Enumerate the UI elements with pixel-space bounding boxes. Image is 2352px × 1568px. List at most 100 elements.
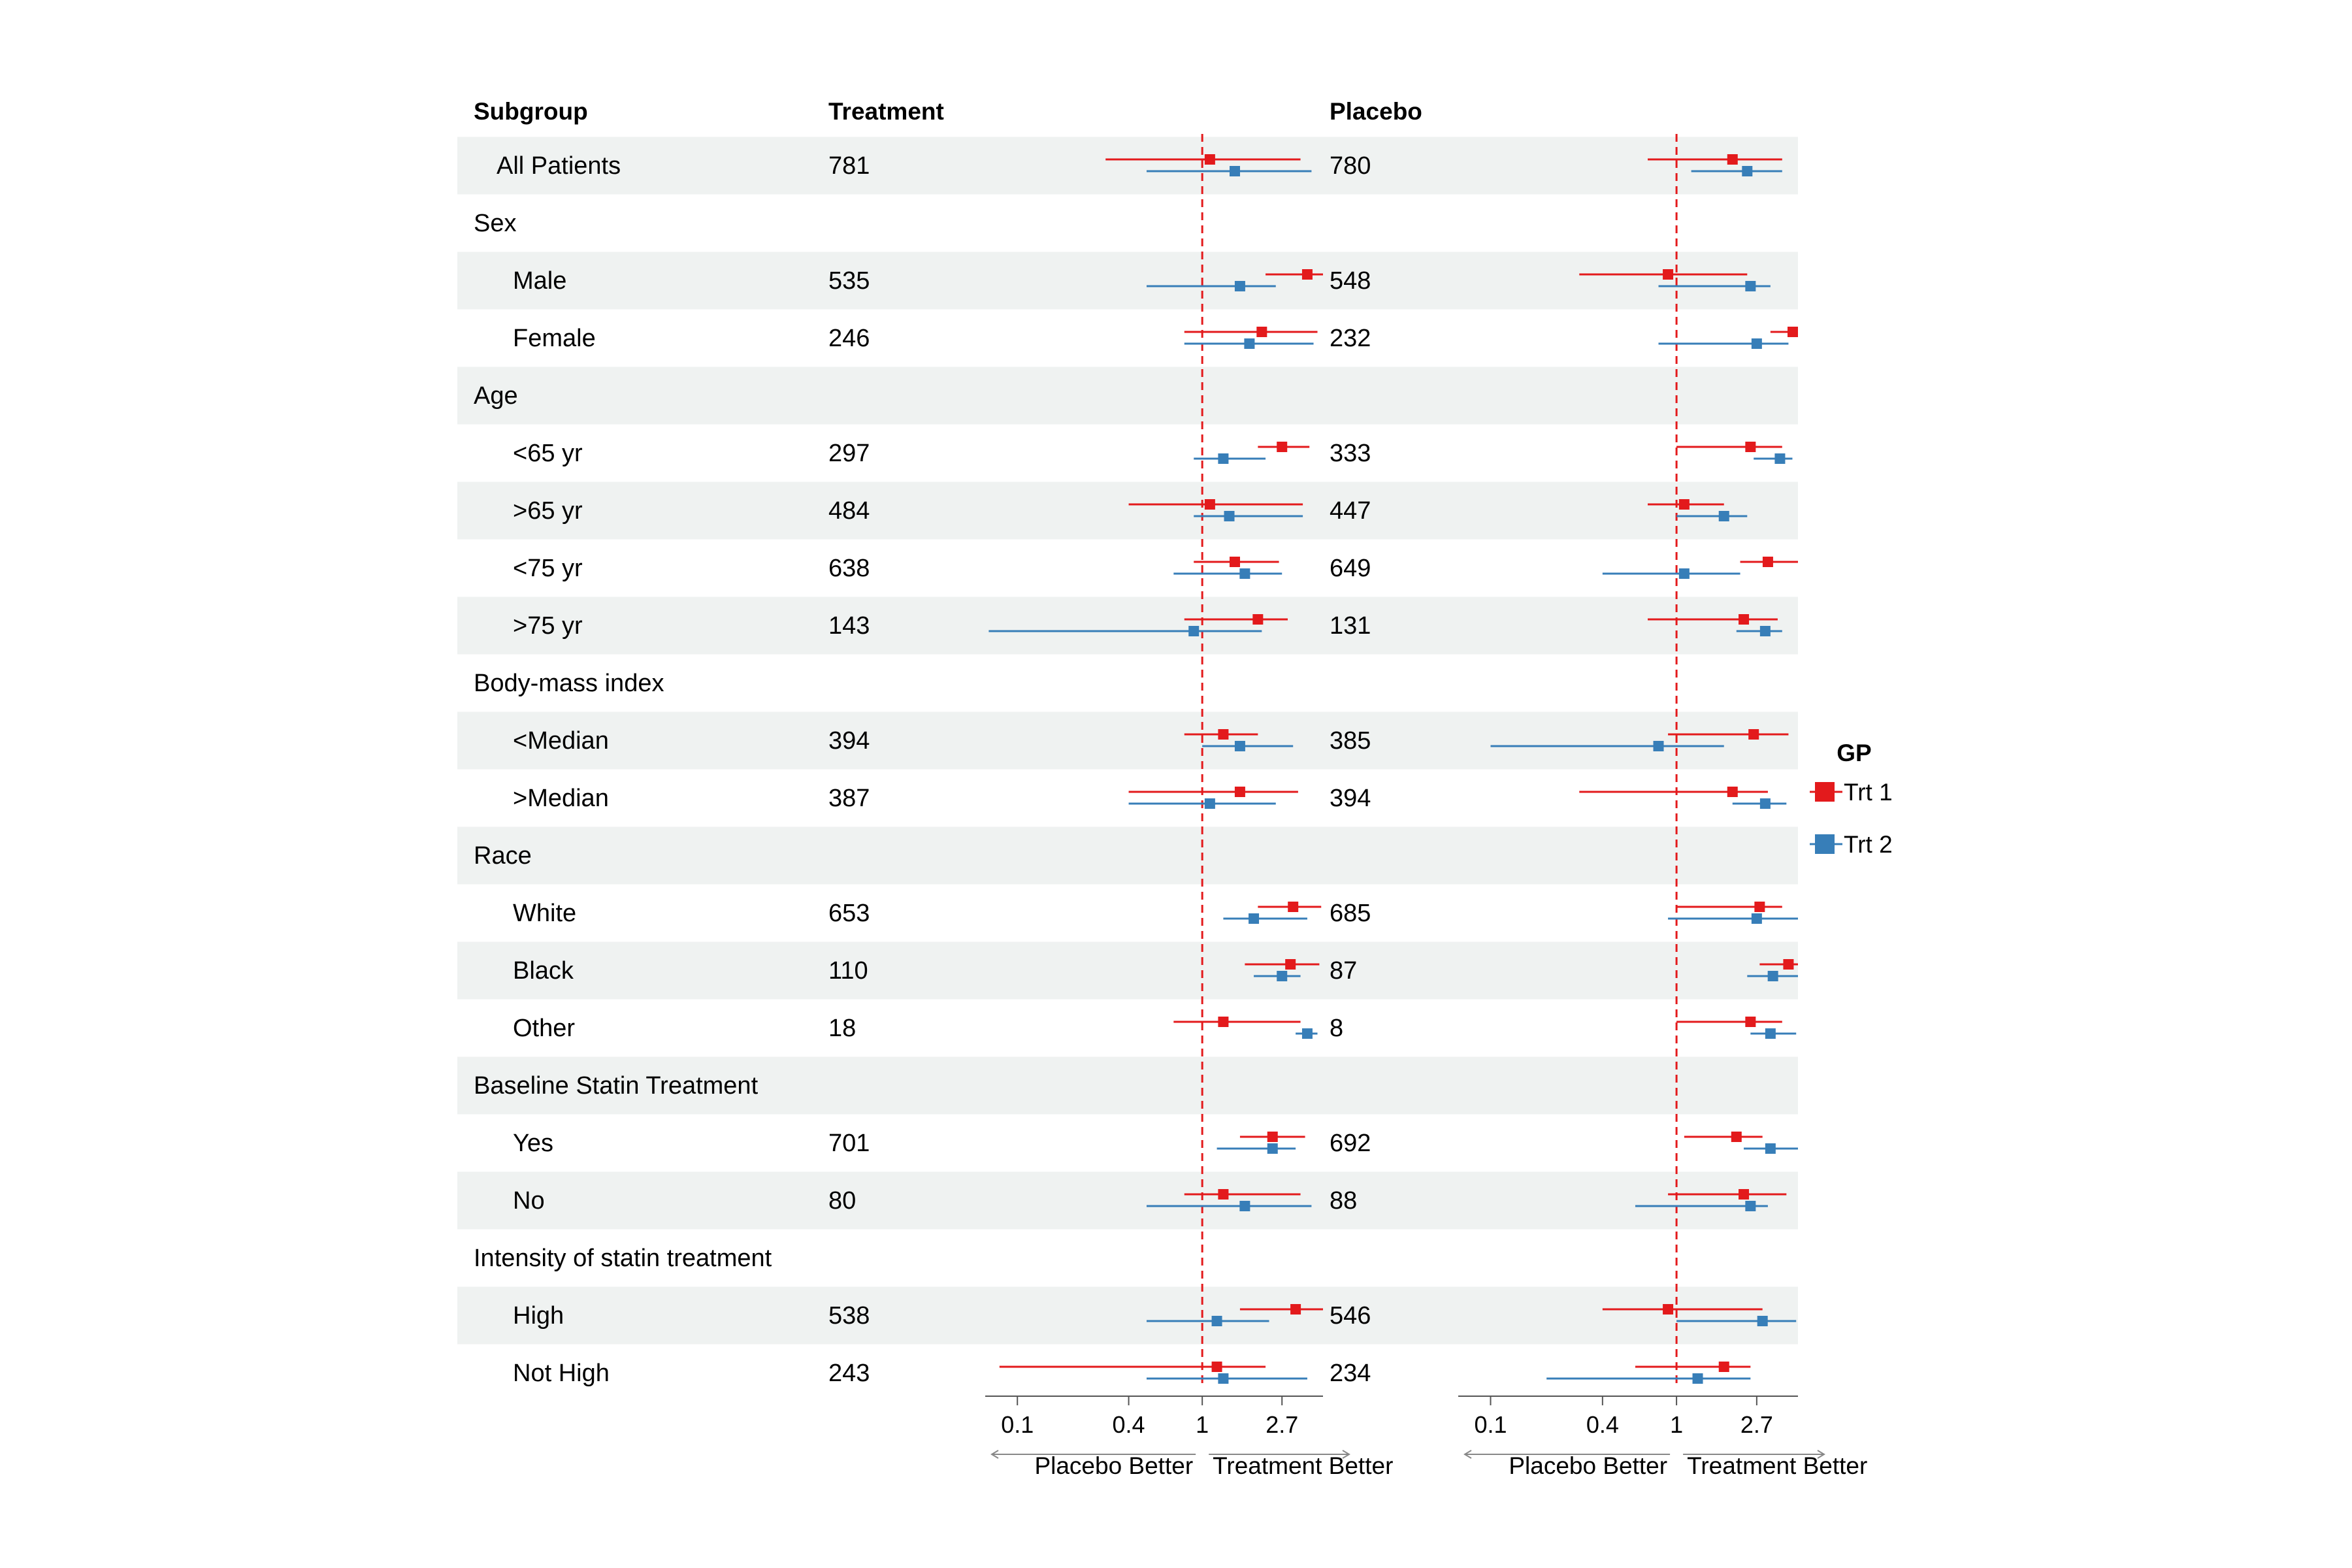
treatment-point-trt1-median: [1234, 787, 1245, 797]
treatment-point-trt2-yes: [1267, 1143, 1278, 1154]
placebo-point-trt1-75-yr: [1762, 557, 1773, 567]
treatment-point-trt2-high: [1211, 1316, 1222, 1326]
treatment-n-not-high: 243: [828, 1360, 870, 1387]
placebo-n-no: 88: [1330, 1187, 1357, 1215]
treatment-left-arrowhead: [990, 1450, 999, 1459]
group-label-baseline-statin-treatment: Baseline Statin Treatment: [474, 1072, 759, 1100]
legend-item-trt2: Trt 2: [1810, 831, 1893, 858]
row-bands: [457, 137, 1798, 1345]
placebo-point-trt1-yes: [1731, 1132, 1742, 1142]
treatment-n-75-yr: 143: [828, 612, 870, 640]
subgroup-label-high: High: [513, 1302, 564, 1330]
placebo-point-trt1-75-yr: [1739, 614, 1750, 625]
subgroup-header: Subgroup: [474, 98, 588, 125]
placebo-point-trt2-75-yr: [1678, 568, 1690, 579]
treatment-n-median: 387: [828, 785, 870, 812]
subgroup-labels: All Patients Sex Male Female Age <65 yr >65 yr…: [474, 152, 772, 1387]
subgroup-label-female: Female: [513, 325, 596, 352]
treatment-point-trt1-other: [1218, 1017, 1229, 1027]
treatment-n-75-yr: 638: [828, 555, 870, 582]
subgroup-label-median: <Median: [513, 727, 609, 755]
row-band-baseline-statin-treatment: [457, 1056, 1798, 1115]
treatment-point-trt2-other: [1301, 1028, 1313, 1039]
placebo-point-trt2-other: [1765, 1028, 1776, 1039]
treatment-point-trt1-75-yr: [1252, 614, 1264, 625]
treatment-point-trt2-black: [1277, 971, 1288, 981]
legend-swatch-trt2: [1815, 834, 1835, 854]
row-band-no: [457, 1171, 1798, 1230]
group-label-body-mass-index: Body-mass index: [474, 670, 664, 697]
treatment-treatment-better-label: Treatment Better: [1213, 1452, 1393, 1479]
treatment-point-trt2-white: [1249, 913, 1260, 924]
treatment-tick-label-3: 2.7: [1266, 1411, 1298, 1438]
subgroup-label-not-high: Not High: [513, 1360, 610, 1387]
row-band-65-yr: [457, 482, 1798, 540]
placebo-n-female: 232: [1330, 325, 1371, 352]
row-band-male: [457, 252, 1798, 310]
group-label-intensity-of-statin-treatment: Intensity of statin treatment: [474, 1245, 772, 1272]
placebo-point-trt1-not-high: [1718, 1362, 1729, 1372]
treatment-point-trt2-all-patients: [1229, 166, 1240, 176]
placebo-header: Placebo: [1330, 98, 1422, 125]
treatment-point-trt2-not-high: [1218, 1373, 1229, 1384]
treatment-n-median: 394: [828, 727, 870, 755]
treatment-point-trt1-yes: [1267, 1132, 1278, 1142]
row-band-high: [457, 1286, 1798, 1345]
placebo-n-75-yr: 131: [1330, 612, 1371, 640]
row-band-race: [457, 826, 1798, 885]
treatment-point-trt2-male: [1234, 281, 1245, 291]
treatment-right-arrowhead: [1342, 1450, 1350, 1459]
treatment-tick-label-0: 0.1: [1001, 1411, 1034, 1438]
row-band-all-patients: [457, 137, 1798, 195]
subgroup-label-yes: Yes: [513, 1130, 553, 1157]
group-label-sex: Sex: [474, 210, 516, 237]
treatment-n-other: 18: [828, 1015, 856, 1042]
treatment-point-trt2-female: [1244, 338, 1255, 349]
legend-label-trt1: Trt 1: [1844, 779, 1893, 806]
placebo-point-trt2-65-yr: [1774, 453, 1786, 464]
placebo-n-other: 8: [1330, 1015, 1343, 1042]
subgroup-label-75-yr: >75 yr: [513, 612, 583, 640]
placebo-point-trt1-male: [1663, 269, 1674, 280]
placebo-point-trt2-all-patients: [1742, 166, 1753, 176]
placebo-n-75-yr: 649: [1330, 555, 1371, 582]
subgroup-label-male: Male: [513, 267, 566, 295]
estimate-marks: [988, 154, 1798, 1384]
treatment-point-trt1-high: [1290, 1304, 1301, 1315]
placebo-point-trt2-white: [1751, 913, 1762, 924]
placebo-point-trt2-median: [1759, 798, 1771, 809]
treatment-point-trt1-median: [1218, 729, 1229, 740]
treatment-point-trt1-65-yr: [1204, 499, 1215, 510]
treatment-point-trt2-median: [1234, 741, 1245, 751]
placebo-point-trt2-black: [1767, 971, 1778, 981]
placebo-point-trt1-other: [1745, 1017, 1756, 1027]
treatment-point-trt2-75-yr: [1239, 568, 1250, 579]
treatment-point-trt2-no: [1239, 1201, 1250, 1211]
row-band-age: [457, 367, 1798, 425]
legend-item-trt1: Trt 1: [1810, 779, 1893, 806]
subgroup-label-65-yr: >65 yr: [513, 497, 583, 525]
legend-swatch-trt1: [1815, 782, 1835, 802]
treatment-n-yes: 701: [828, 1130, 870, 1157]
treatment-tick-label-1: 0.4: [1113, 1411, 1145, 1438]
placebo-point-trt2-female: [1751, 338, 1762, 349]
placebo-tick-label-1: 0.4: [1586, 1411, 1619, 1438]
placebo-point-trt2-median: [1653, 741, 1664, 751]
placebo-n-white: 685: [1330, 900, 1371, 927]
treatment-n-female: 246: [828, 325, 870, 352]
placebo-n-yes: 692: [1330, 1130, 1371, 1157]
treatment-point-trt1-no: [1218, 1189, 1229, 1200]
treatment-point-trt1-black: [1285, 959, 1296, 970]
treatment-point-trt1-white: [1288, 902, 1299, 912]
placebo-n-all-patients: 780: [1330, 152, 1371, 180]
row-band-median: [457, 711, 1798, 770]
treatment-point-trt1-all-patients: [1204, 154, 1215, 165]
placebo-right-arrowhead: [1817, 1450, 1825, 1459]
placebo-n-not-high: 234: [1330, 1360, 1371, 1387]
treatment-n-no: 80: [828, 1187, 856, 1215]
placebo-point-trt1-all-patients: [1727, 154, 1738, 165]
placebo-point-trt2-65-yr: [1718, 511, 1729, 521]
treatment-point-trt2-65-yr: [1224, 511, 1235, 521]
placebo-n-male: 548: [1330, 267, 1371, 295]
treatment-point-trt1-65-yr: [1277, 442, 1288, 452]
